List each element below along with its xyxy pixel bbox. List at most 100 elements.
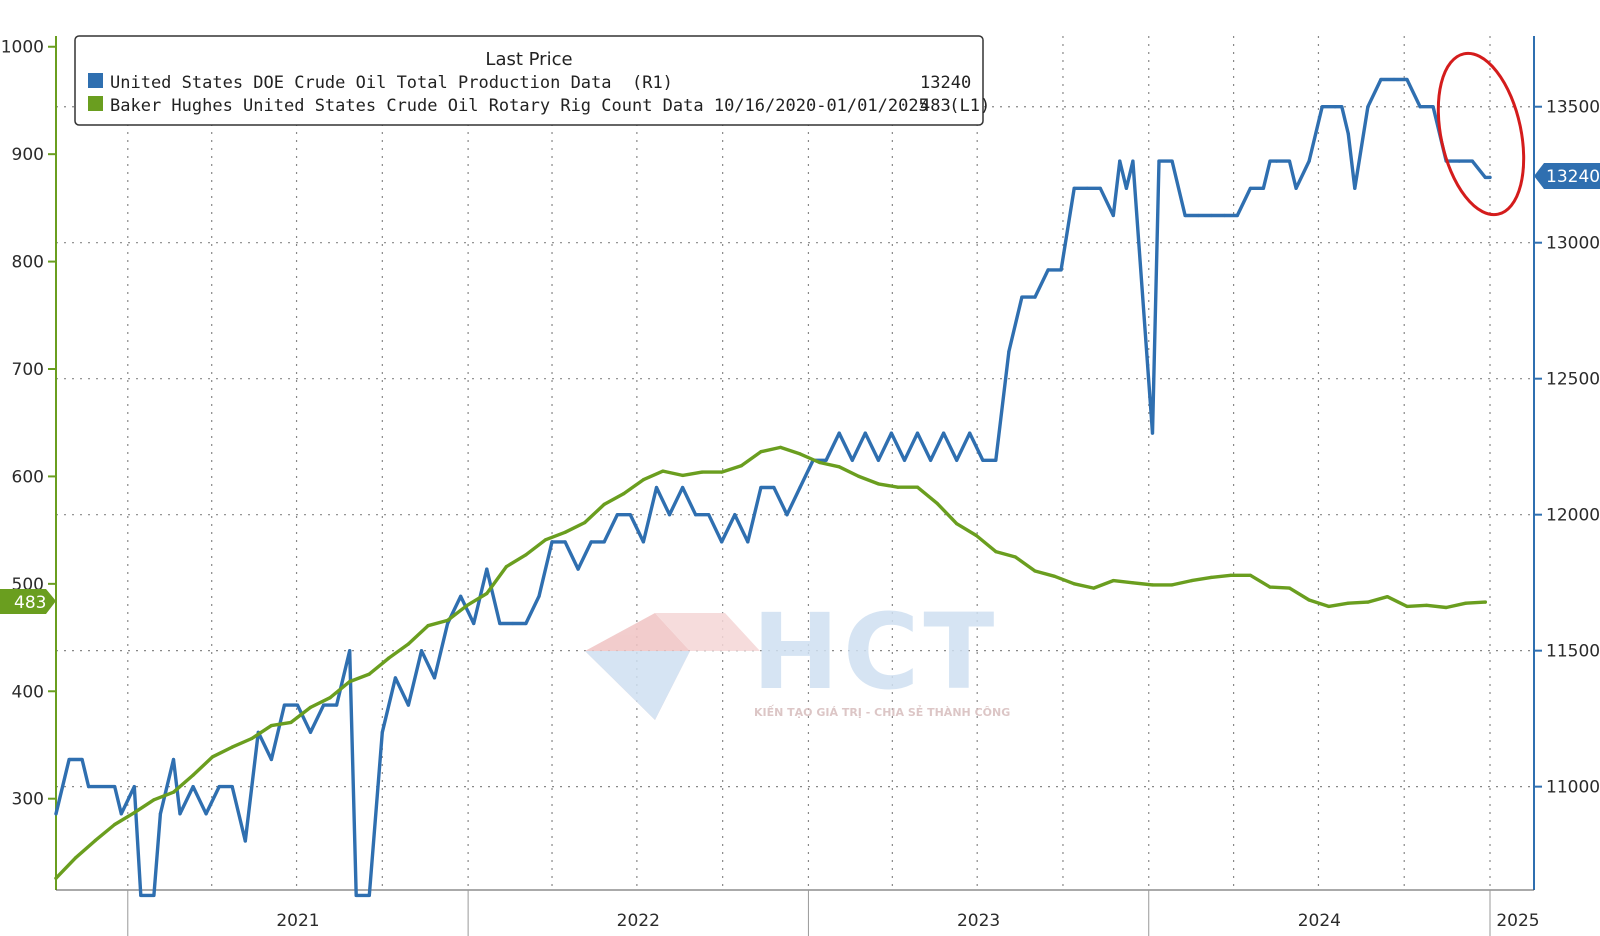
point-production-112	[1431, 105, 1435, 109]
point-rigs-20	[446, 618, 450, 623]
point-production-19	[282, 703, 286, 707]
point-production-55	[746, 540, 750, 544]
point-production-45	[615, 513, 619, 517]
point-production-50	[681, 485, 685, 490]
point-production-24	[348, 649, 352, 653]
point-rigs-9	[230, 745, 234, 749]
point-production-71	[955, 458, 959, 462]
point-production-97	[1268, 159, 1272, 163]
point-production-43	[589, 540, 593, 544]
point-production-37	[511, 621, 515, 626]
point-production-88	[1157, 159, 1161, 163]
point-production-105	[1346, 132, 1350, 136]
point-production-93	[1222, 213, 1226, 218]
point-rigs-70	[1425, 603, 1429, 607]
point-rigs-46	[955, 522, 959, 526]
tick-label-x-2022: 2022	[617, 911, 660, 931]
legend-label-production: United States DOE Crude Oil Total Produc…	[110, 73, 673, 93]
point-rigs-72	[1464, 601, 1468, 605]
point-production-96	[1261, 186, 1265, 190]
point-rigs-51	[1053, 574, 1057, 578]
point-rigs-73	[1483, 600, 1487, 604]
point-production-46	[628, 513, 632, 517]
point-rigs-33	[700, 470, 704, 474]
point-rigs-64	[1307, 598, 1311, 602]
point-production-66	[889, 431, 894, 435]
point-production-68	[915, 431, 920, 435]
point-production-18	[269, 757, 273, 762]
point-rigs-1	[74, 856, 78, 860]
point-rigs-39	[818, 460, 822, 465]
point-production-15	[230, 785, 234, 789]
tick-label-left-1000: 1000	[1, 38, 44, 58]
point-production-7	[139, 893, 143, 898]
point-production-42	[576, 567, 580, 571]
point-production-110	[1405, 77, 1409, 82]
point-rigs-18	[406, 642, 410, 646]
point-production-103	[1333, 105, 1337, 109]
point-production-41	[563, 540, 567, 544]
point-production-61	[824, 458, 828, 462]
point-rigs-12	[289, 720, 293, 725]
right-axis-ticks: 11000 11500 12000 12500 13000 13500	[1534, 98, 1600, 798]
point-rigs-41	[857, 474, 861, 478]
point-production-99	[1287, 159, 1292, 163]
point-production-33	[459, 594, 463, 598]
point-rigs-62	[1268, 585, 1272, 589]
right-value-marker: 13240	[1534, 163, 1600, 189]
right-value-marker-text: 13240	[1546, 167, 1600, 187]
point-production-34	[472, 621, 476, 626]
point-production-13	[204, 812, 208, 816]
point-rigs-47	[974, 533, 978, 538]
point-rigs-22	[485, 591, 489, 596]
point-production-21	[308, 730, 313, 734]
watermark-logo-text: HCT	[752, 591, 998, 713]
point-rigs-43	[896, 485, 900, 489]
point-rigs-42	[876, 482, 881, 486]
point-rigs-3	[113, 822, 117, 827]
point-production-69	[929, 458, 933, 462]
point-production-25	[354, 893, 358, 898]
tick-label-left-600: 600	[12, 467, 44, 487]
point-production-67	[902, 458, 907, 462]
point-production-16	[243, 839, 247, 843]
tick-label-right-13500: 13500	[1546, 98, 1600, 118]
legend-value-production: 13240	[920, 73, 971, 93]
point-production-62	[837, 431, 841, 435]
point-rigs-37	[778, 445, 783, 449]
point-rigs-0	[54, 876, 58, 880]
point-production-100	[1294, 186, 1298, 190]
point-rigs-40	[837, 465, 841, 469]
point-production-95	[1248, 186, 1252, 190]
point-production-8	[152, 893, 156, 898]
point-production-30	[419, 649, 424, 653]
point-production-52	[707, 513, 711, 517]
tick-label-left-300: 300	[12, 790, 44, 810]
point-rigs-58	[1190, 579, 1194, 583]
point-production-1	[67, 757, 71, 762]
point-production-58	[785, 513, 789, 517]
point-production-76	[1020, 295, 1024, 299]
legend-swatch-production	[88, 73, 103, 88]
point-production-54	[733, 513, 737, 517]
point-production-64	[863, 431, 867, 435]
left-value-marker-text: 483	[14, 593, 46, 613]
point-rigs-48	[994, 550, 998, 554]
point-production-108	[1379, 77, 1383, 82]
point-rigs-27	[583, 521, 587, 525]
point-production-59	[798, 485, 802, 490]
tick-label-right-12000: 12000	[1546, 506, 1600, 526]
tick-label-x-2025: 2025	[1496, 911, 1539, 931]
point-production-117	[1488, 175, 1492, 179]
tick-label-left-900: 900	[12, 145, 44, 165]
point-rigs-61	[1248, 573, 1252, 577]
point-rigs-52	[1072, 582, 1076, 586]
point-production-6	[132, 785, 136, 789]
highlight-ellipse	[1436, 51, 1526, 217]
left-value-marker-shape	[0, 589, 56, 614]
point-rigs-30	[641, 478, 646, 482]
point-rigs-4	[132, 811, 136, 815]
point-production-38	[524, 621, 528, 626]
